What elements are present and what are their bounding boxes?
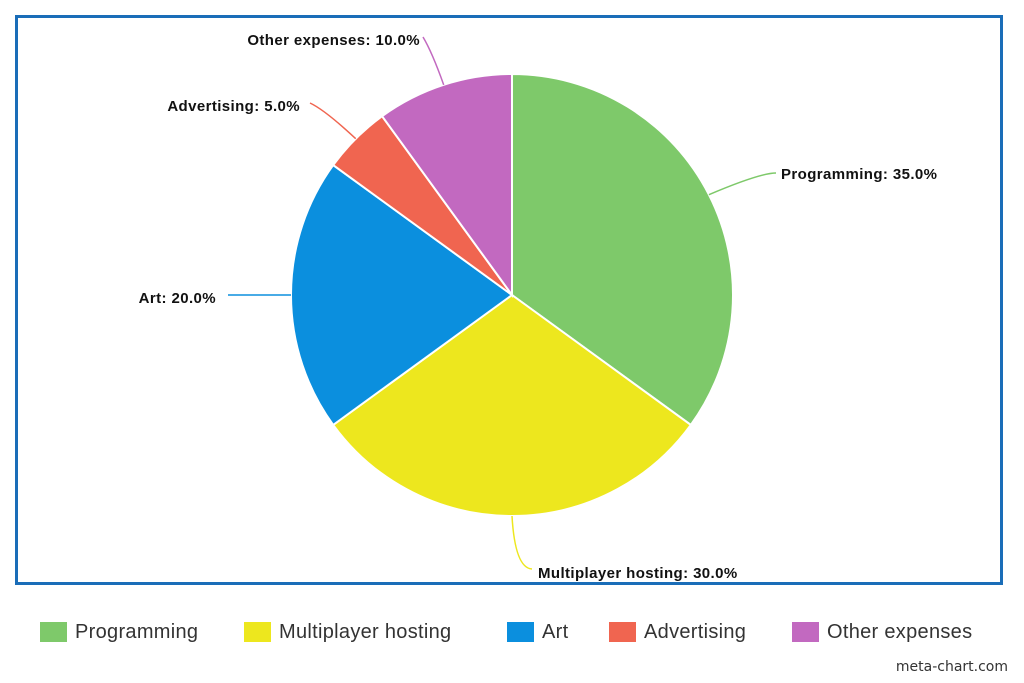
legend-label-advertising: Advertising: [644, 620, 747, 643]
legend-label-programming: Programming: [75, 620, 199, 643]
legend-label-art: Art: [542, 620, 569, 643]
slice-label-programming: Programming: 35.0%: [781, 166, 937, 183]
legend: Programming Multiplayer hosting Art Adve…: [0, 617, 1024, 647]
legend-item-multiplayer-hosting[interactable]: Multiplayer hosting: [244, 617, 451, 647]
slice-label-art: Art: 20.0%: [139, 290, 216, 307]
legend-swatch-programming: [40, 622, 67, 642]
slice-label-other-expenses: Other expenses: 10.0%: [247, 32, 420, 49]
legend-swatch-advertising: [609, 622, 636, 642]
slice-label-advertising: Advertising: 5.0%: [167, 98, 300, 115]
label-connectors: [228, 36, 777, 570]
legend-swatch-multiplayer-hosting: [244, 622, 271, 642]
legend-swatch-art: [507, 622, 534, 642]
connector-multiplayer-hosting: [511, 515, 533, 570]
legend-item-programming[interactable]: Programming: [40, 617, 198, 647]
credit-text[interactable]: meta-chart.com: [895, 659, 1008, 675]
slice-label-multiplayer-hosting: Multiplayer hosting: 30.0%: [538, 565, 738, 582]
pie-slice-art[interactable]: [290, 163, 514, 427]
legend-label-other-expenses: Other expenses: [827, 620, 973, 643]
connector-programming: [708, 172, 777, 196]
connector-advertising: [309, 102, 357, 140]
legend-item-art[interactable]: Art: [507, 617, 568, 647]
legend-item-other-expenses[interactable]: Other expenses: [792, 617, 972, 647]
legend-swatch-other-expenses: [792, 622, 819, 642]
legend-label-multiplayer-hosting: Multiplayer hosting: [279, 620, 452, 643]
pie-slices: [290, 72, 734, 518]
connector-other-expenses: [422, 36, 445, 86]
legend-item-advertising[interactable]: Advertising: [609, 617, 746, 647]
slice-labels: Programming: 35.0% Multiplayer hosting: 3…: [139, 32, 937, 582]
